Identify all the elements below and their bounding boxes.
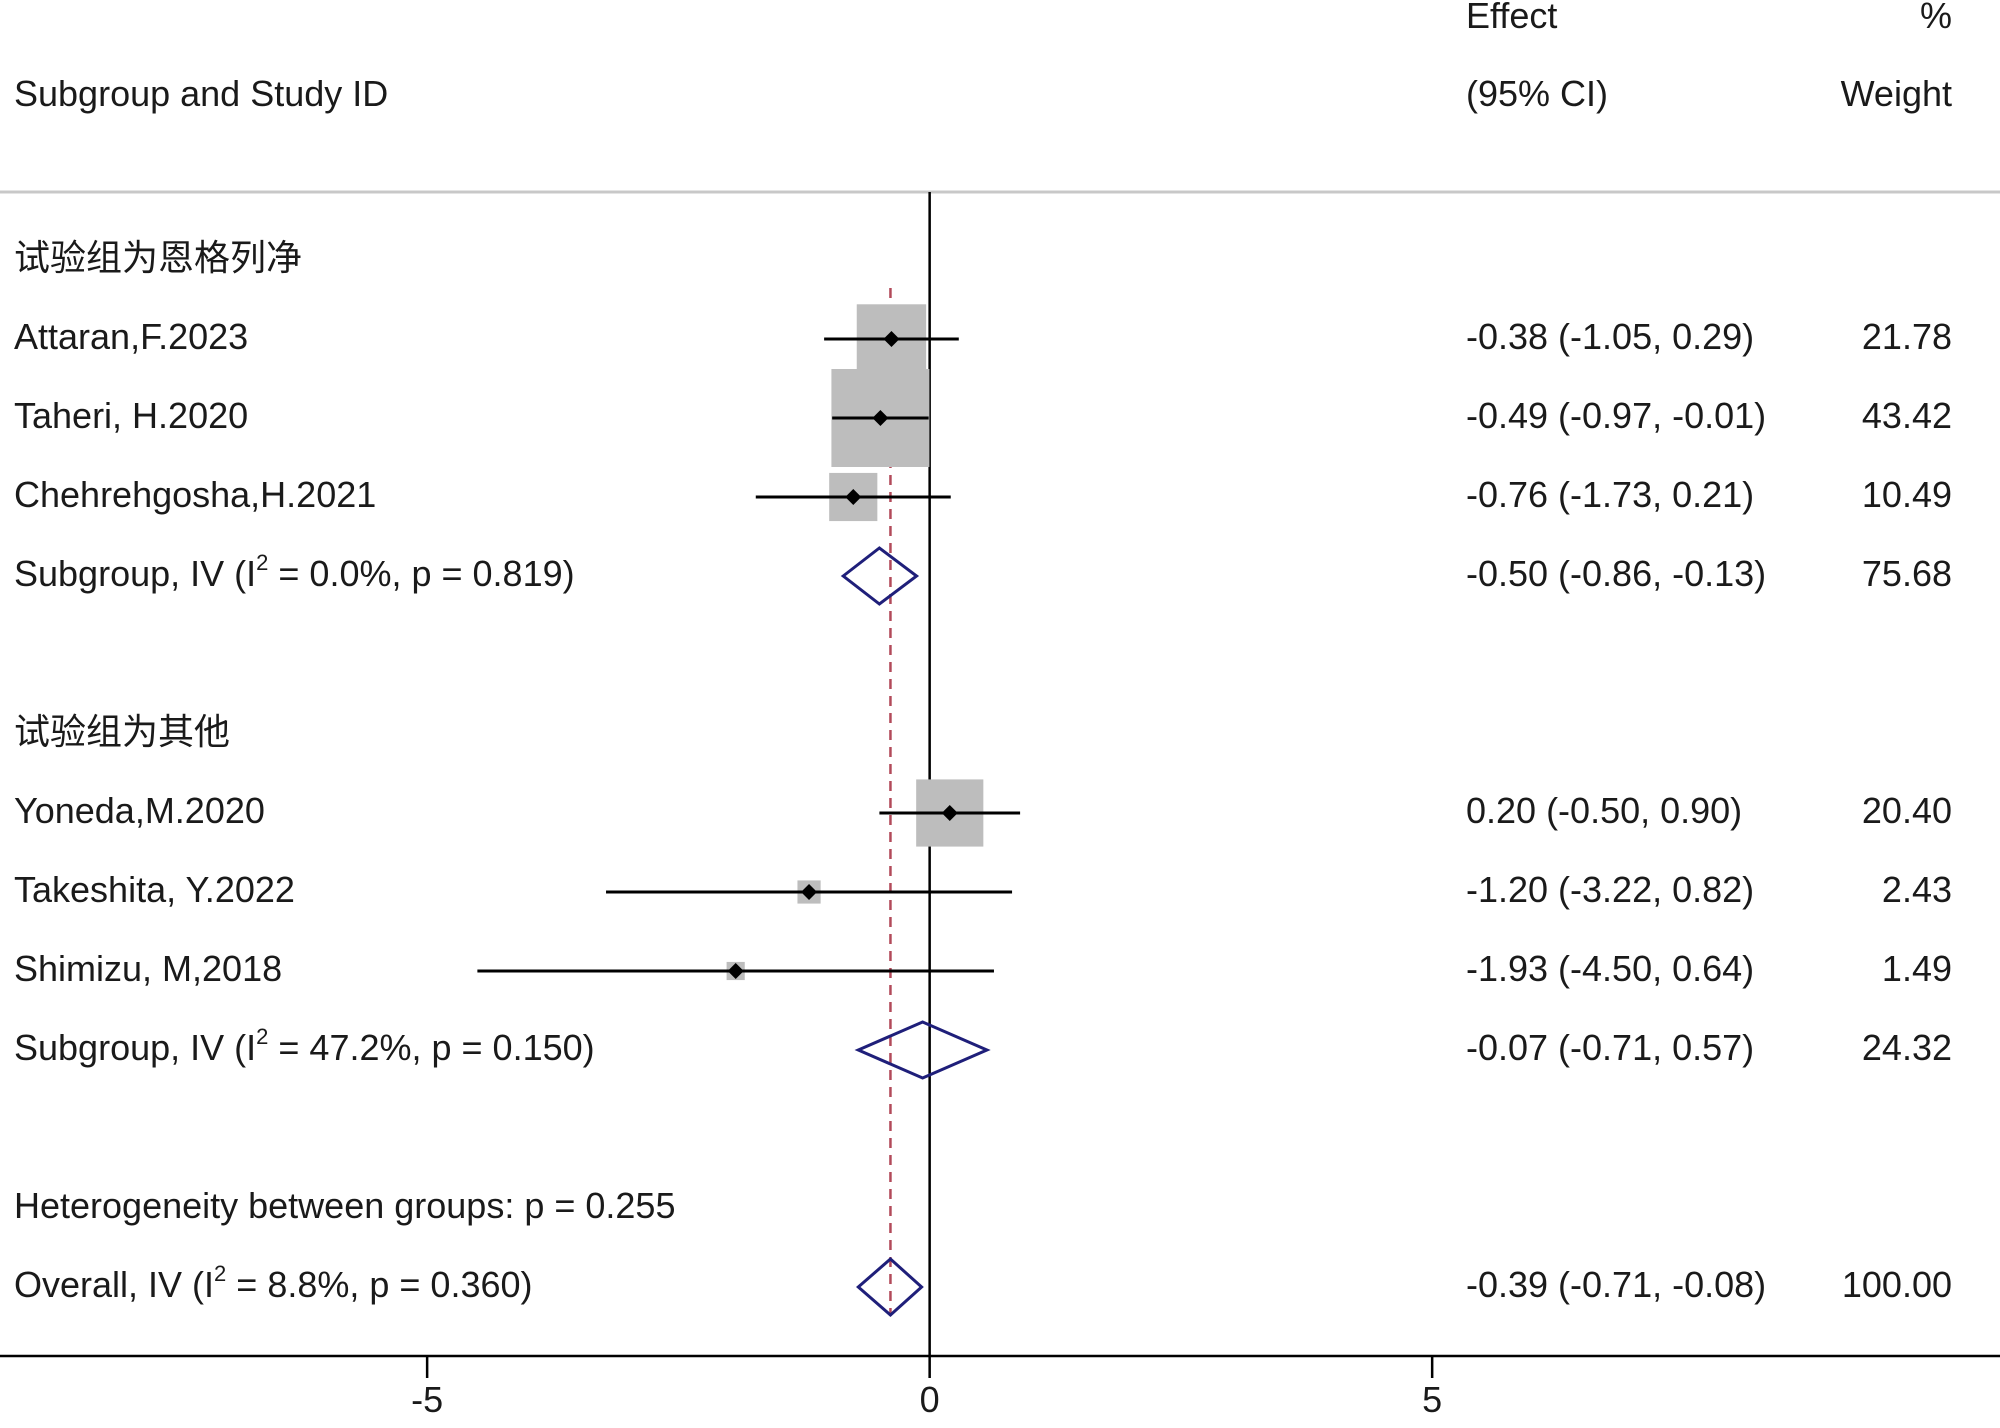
label-text: = 0.0%, p = 0.819) xyxy=(268,553,574,594)
x-axis: -5 0 5 xyxy=(0,1354,2000,1420)
point-estimate xyxy=(872,410,889,426)
effect-ci-value: -0.49 (-0.97, -0.01) xyxy=(1466,395,1766,436)
header-effect: Effect xyxy=(1466,0,1557,36)
effect-ci-value: -1.20 (-3.22, 0.82) xyxy=(1466,869,1754,910)
weight-value: 75.68 xyxy=(1862,553,1952,594)
study-label: Taheri, H.2020 xyxy=(14,395,248,436)
effect-ci-value: -0.07 (-0.71, 0.57) xyxy=(1466,1027,1754,1068)
subgroup-diamond xyxy=(840,546,920,606)
subgroup-heading: 试验组为恩格列净 xyxy=(14,237,302,278)
header-weight: Weight xyxy=(1841,73,1952,114)
x-tick-label: 5 xyxy=(1422,1379,1442,1420)
superscript: 2 xyxy=(256,550,268,575)
study-label: Attaran,F.2023 xyxy=(14,316,248,357)
point-estimate xyxy=(801,884,818,900)
label-text: Overall, IV (I xyxy=(14,1264,214,1305)
plot-marks xyxy=(477,192,1021,1356)
subgroup-summary-label: Subgroup, IV (I2 = 0.0%, p = 0.819) xyxy=(14,550,575,594)
weight-value: 24.32 xyxy=(1862,1027,1952,1068)
weight-value: 43.42 xyxy=(1862,395,1952,436)
weight-value: 2.43 xyxy=(1882,869,1952,910)
point-estimate xyxy=(845,489,862,505)
header-study: Subgroup and Study ID xyxy=(14,73,388,114)
point-estimate xyxy=(941,805,958,821)
effect-ci-value: -0.50 (-0.86, -0.13) xyxy=(1466,553,1766,594)
label-text: Subgroup, IV (I xyxy=(14,553,256,594)
weight-value: 1.49 xyxy=(1882,948,1952,989)
label-text: = 47.2%, p = 0.150) xyxy=(268,1027,594,1068)
effect-ci-value: -0.76 (-1.73, 0.21) xyxy=(1466,474,1754,515)
x-tick-label: -5 xyxy=(411,1379,443,1420)
point-estimate xyxy=(883,331,900,347)
study-label: Chehrehgosha,H.2021 xyxy=(14,474,376,515)
row-values: -0.38 (-1.05, 0.29) 21.78 -0.49 (-0.97, -0… xyxy=(1466,316,1952,1305)
header-percent: % xyxy=(1920,0,1952,36)
effect-ci-value: -0.39 (-0.71, -0.08) xyxy=(1466,1264,1766,1305)
effect-ci-value: -0.38 (-1.05, 0.29) xyxy=(1466,316,1754,357)
superscript: 2 xyxy=(256,1024,268,1049)
subgroup-heading: 试验组为其他 xyxy=(14,711,230,752)
overall-label: Overall, IV (I2 = 8.8%, p = 0.360) xyxy=(14,1261,533,1305)
x-tick-label: 0 xyxy=(920,1379,940,1420)
weight-value: 10.49 xyxy=(1862,474,1952,515)
point-estimate xyxy=(727,963,744,979)
subgroup-summary-label: Subgroup, IV (I2 = 47.2%, p = 0.150) xyxy=(14,1024,595,1068)
row-labels: 试验组为恩格列净 Attaran,F.2023 Taheri, H.2020 Cheh… xyxy=(14,237,675,1305)
study-label: Yoneda,M.2020 xyxy=(14,790,265,831)
effect-ci-value: -1.93 (-4.50, 0.64) xyxy=(1466,948,1754,989)
weight-value: 100.00 xyxy=(1842,1264,1952,1305)
weight-value: 21.78 xyxy=(1862,316,1952,357)
label-text: = 8.8%, p = 0.360) xyxy=(226,1264,532,1305)
label-text: Subgroup, IV (I xyxy=(14,1027,256,1068)
study-label: Shimizu, M,2018 xyxy=(14,948,282,989)
heterogeneity-text: Heterogeneity between groups: p = 0.255 xyxy=(14,1185,675,1226)
effect-ci-value: 0.20 (-0.50, 0.90) xyxy=(1466,790,1742,831)
study-label: Takeshita, Y.2022 xyxy=(14,869,295,910)
weight-value: 20.40 xyxy=(1862,790,1952,831)
subgroup-diamond xyxy=(854,1020,991,1080)
superscript: 2 xyxy=(214,1261,226,1286)
overall-diamond xyxy=(856,1256,924,1318)
header-ci: (95% CI) xyxy=(1466,73,1608,114)
